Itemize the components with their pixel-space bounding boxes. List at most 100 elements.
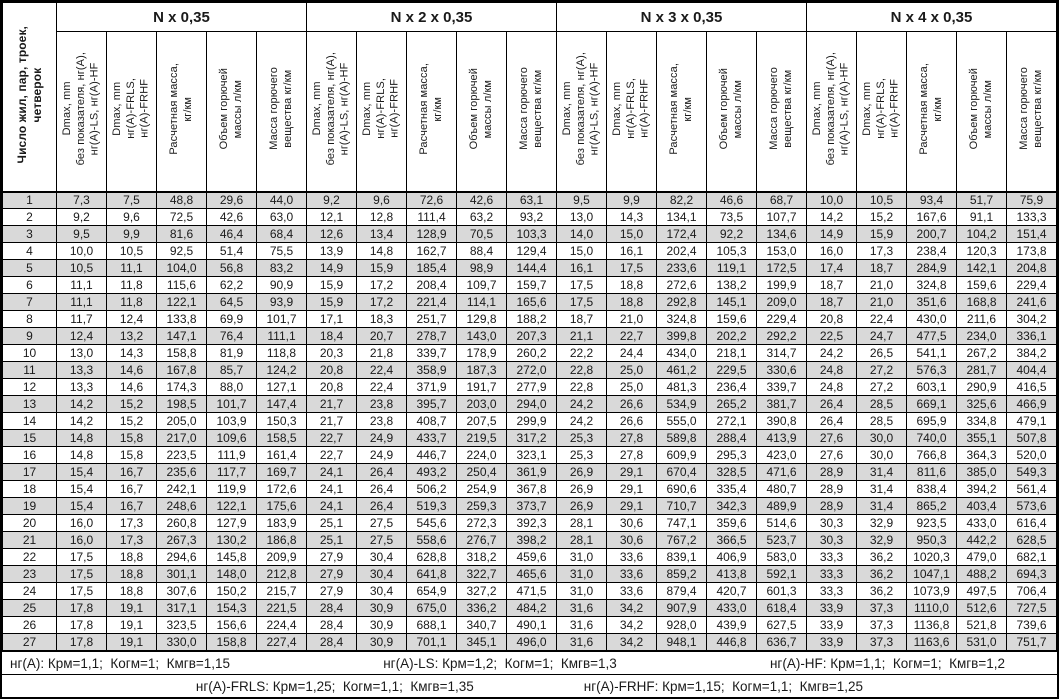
column-header: Dmax, mm без показателя, нг(А), нг(А)-LS… bbox=[56, 31, 107, 193]
cell-value: 33,3 bbox=[806, 565, 857, 583]
cell-value: 278,7 bbox=[406, 327, 457, 345]
cell-value: 153,0 bbox=[756, 242, 807, 260]
cell-value: 172,4 bbox=[656, 225, 707, 243]
cell-value: 72,6 bbox=[406, 191, 457, 209]
cell-value: 324,8 bbox=[906, 276, 957, 294]
cell-value: 506,2 bbox=[406, 480, 457, 498]
cell-value: 173,8 bbox=[1006, 242, 1057, 260]
cell-value: 251,7 bbox=[406, 310, 457, 328]
cell-value: 36,2 bbox=[856, 548, 907, 566]
cell-value: 17,3 bbox=[106, 514, 157, 532]
cell-value: 14,3 bbox=[106, 344, 157, 362]
cell-value: 18,7 bbox=[806, 276, 857, 294]
cell-value: 471,5 bbox=[506, 582, 557, 600]
cell-value: 18,8 bbox=[106, 548, 157, 566]
cell-value: 433,7 bbox=[406, 429, 457, 447]
cell-value: 616,4 bbox=[1006, 514, 1057, 532]
row-number: 2 bbox=[2, 208, 57, 226]
row-number: 12 bbox=[2, 378, 57, 396]
cell-value: 33,9 bbox=[806, 616, 857, 634]
cell-value: 359,6 bbox=[706, 514, 757, 532]
cell-value: 260,8 bbox=[156, 514, 207, 532]
cell-value: 10,5 bbox=[856, 191, 907, 209]
cell-value: 531,0 bbox=[956, 633, 1007, 651]
cell-value: 11,8 bbox=[106, 293, 157, 311]
cell-value: 381,7 bbox=[756, 395, 807, 413]
cable-spec-table: Число жил, пар, троек, четверок N x 0,35… bbox=[2, 2, 1057, 651]
cell-value: 27,2 bbox=[856, 378, 907, 396]
cell-value: 236,4 bbox=[706, 378, 757, 396]
column-header: Dmax, mm без показателя, нг(А), нг(А)-LS… bbox=[806, 31, 857, 193]
table-row: 12 13,3 14,6 174,3 88,0 127,1 20,8 22,4 371,9 191… bbox=[2, 378, 1057, 396]
cell-value: 109,7 bbox=[456, 276, 507, 294]
cell-value: 361,9 bbox=[506, 463, 557, 481]
cell-value: 229,4 bbox=[756, 310, 807, 328]
cell-value: 292,8 bbox=[656, 293, 707, 311]
cell-value: 15,4 bbox=[56, 463, 107, 481]
cell-value: 22,4 bbox=[356, 361, 407, 379]
cell-value: 34,2 bbox=[606, 633, 657, 651]
cell-value: 13,2 bbox=[106, 327, 157, 345]
table-row: 3 9,5 9,9 81,6 46,4 68,4 12,6 13,4 128,9 70,5 103,… bbox=[2, 225, 1057, 243]
cell-value: 221,4 bbox=[406, 293, 457, 311]
cell-value: 104,2 bbox=[956, 225, 1007, 243]
cell-value: 242,1 bbox=[156, 480, 207, 498]
cell-value: 1020,3 bbox=[906, 548, 957, 566]
cell-value: 395,7 bbox=[406, 395, 457, 413]
cell-value: 26,9 bbox=[556, 497, 607, 515]
cell-value: 17,8 bbox=[56, 633, 107, 651]
column-header-label: Dmax, mm без показателя, нг(А), нг(А)-LS… bbox=[810, 52, 851, 166]
cell-value: 592,1 bbox=[756, 565, 807, 583]
cell-value: 16,1 bbox=[556, 259, 607, 277]
cell-value: 17,3 bbox=[106, 531, 157, 549]
cell-value: 30,4 bbox=[356, 548, 407, 566]
cell-value: 9,5 bbox=[556, 191, 607, 209]
cell-value: 751,7 bbox=[1006, 633, 1057, 651]
cell-value: 17,8 bbox=[56, 616, 107, 634]
cell-value: 227,4 bbox=[256, 633, 307, 651]
cell-value: 461,2 bbox=[656, 361, 707, 379]
cell-value: 134,6 bbox=[756, 225, 807, 243]
cell-value: 75,5 bbox=[256, 242, 307, 260]
cell-value: 27,9 bbox=[306, 565, 357, 583]
cell-value: 18,7 bbox=[806, 293, 857, 311]
column-header-label: Расчетная масса, кг/км bbox=[667, 62, 694, 155]
cell-value: 191,7 bbox=[456, 378, 507, 396]
cell-value: 355,1 bbox=[956, 429, 1007, 447]
cell-value: 26,4 bbox=[356, 463, 407, 481]
row-number: 16 bbox=[2, 446, 57, 464]
cell-value: 75,9 bbox=[1006, 191, 1057, 209]
cell-value: 115,6 bbox=[156, 276, 207, 294]
cell-value: 15,4 bbox=[56, 497, 107, 515]
cell-value: 233,6 bbox=[656, 259, 707, 277]
cell-value: 301,1 bbox=[156, 565, 207, 583]
group-header-4: N x 4 x 0,35 bbox=[806, 2, 1057, 32]
cell-value: 144,4 bbox=[506, 259, 557, 277]
cell-value: 541,1 bbox=[906, 344, 957, 362]
cell-value: 235,6 bbox=[156, 463, 207, 481]
cell-value: 219,5 bbox=[456, 429, 507, 447]
row-number: 5 bbox=[2, 259, 57, 277]
cell-value: 147,1 bbox=[156, 327, 207, 345]
cell-value: 481,3 bbox=[656, 378, 707, 396]
cell-value: 83,2 bbox=[256, 259, 307, 277]
cell-value: 22,7 bbox=[306, 429, 357, 447]
cell-value: 208,4 bbox=[406, 276, 457, 294]
column-header-label: Объем горючей массы л/км bbox=[717, 68, 744, 150]
table-row: 26 17,8 19,1 323,5 156,6 224,4 28,4 30,9 688,1 34… bbox=[2, 616, 1057, 634]
cell-value: 81,9 bbox=[206, 344, 257, 362]
cell-value: 31,4 bbox=[856, 497, 907, 515]
cell-value: 479,1 bbox=[1006, 412, 1057, 430]
column-header: Объем горючей массы л/км bbox=[706, 31, 757, 193]
cell-value: 138,2 bbox=[706, 276, 757, 294]
cell-value: 28,4 bbox=[306, 616, 357, 634]
cell-value: 601,3 bbox=[756, 582, 807, 600]
cell-value: 512,6 bbox=[956, 599, 1007, 617]
cell-value: 1163,6 bbox=[906, 633, 957, 651]
cell-value: 18,7 bbox=[556, 310, 607, 328]
cell-value: 366,5 bbox=[706, 531, 757, 549]
cell-value: 489,9 bbox=[756, 497, 807, 515]
cell-value: 385,0 bbox=[956, 463, 1007, 481]
cell-value: 133,8 bbox=[156, 310, 207, 328]
